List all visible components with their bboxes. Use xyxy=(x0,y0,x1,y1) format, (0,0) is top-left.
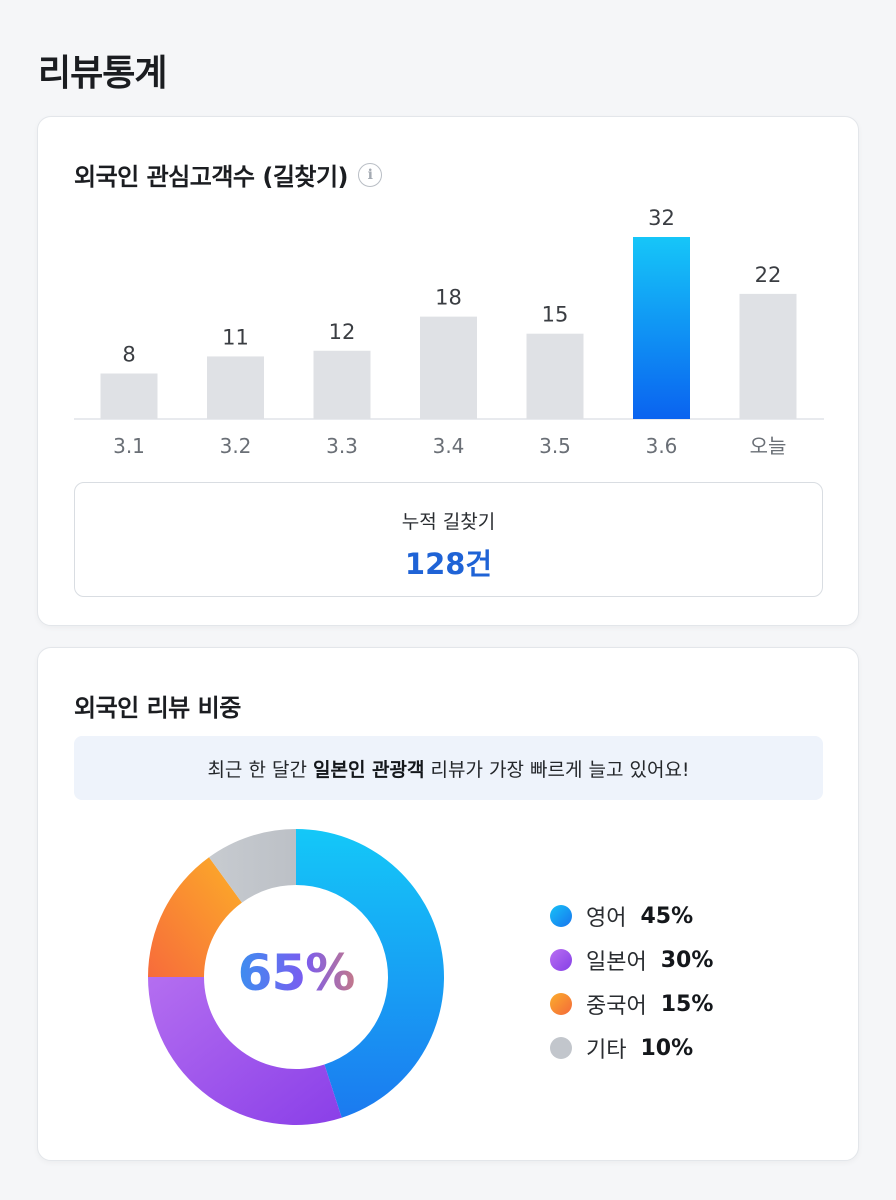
bar-value-label: 12 xyxy=(329,320,356,344)
legend-pct: 10% xyxy=(640,1035,694,1061)
bar-value-label: 32 xyxy=(648,206,675,230)
bar-3.5 xyxy=(526,333,584,419)
bar-3.4 xyxy=(420,316,477,419)
legend-pct: 45% xyxy=(640,903,694,929)
legend-name: 영어 xyxy=(586,906,627,931)
bar-value-label: 8 xyxy=(122,343,135,367)
bar-3.2 xyxy=(207,356,264,419)
legend-item-other: 기타 10% xyxy=(550,1026,713,1070)
card-title-review-share: 외국인 리뷰 비중 xyxy=(74,688,241,723)
insight-suffix: 리뷰가 가장 빠르게 늘고 있어요! xyxy=(424,758,690,781)
x-tick-label: 3.3 xyxy=(326,434,358,458)
slice-chinese xyxy=(148,857,242,977)
foreign-interest-card: 외국인 관심고객수 (길찾기) i 8 3.1 11 3.2 12 3.3 18 3.4 15 3… xyxy=(37,116,859,626)
legend-name: 중국어 xyxy=(586,994,647,1019)
page-title: 리뷰통계 xyxy=(38,53,167,94)
bar-value-label: 18 xyxy=(435,286,462,310)
foreign-review-share-card: 외국인 리뷰 비중 최근 한 달간 일본인 관광객 리뷰가 가장 빠르게 늘고 … xyxy=(37,647,859,1161)
x-tick-label: 3.6 xyxy=(646,434,678,458)
bar-chart: 8 3.1 11 3.2 12 3.3 18 3.4 15 3.5 32 3.6 22 오늘 xyxy=(74,206,824,458)
legend-item-chinese: 중국어 15% xyxy=(550,982,713,1026)
donut-legend: 영어 45% 일본어 30% 중국어 15% 기타 10% xyxy=(550,894,713,1070)
bar-3.6 xyxy=(633,237,690,419)
donut-center-label: 65% xyxy=(206,944,386,1002)
legend-dot xyxy=(550,993,572,1015)
x-tick-label: 3.2 xyxy=(220,434,252,458)
cumulative-total-box: 누적 길찾기 128건 xyxy=(74,482,823,597)
bar-value-label: 22 xyxy=(755,263,782,287)
x-tick-label: 3.1 xyxy=(113,434,145,458)
card-title-text: 외국인 리뷰 비중 xyxy=(74,694,241,722)
donut-chart xyxy=(148,829,445,1125)
legend-item-japanese: 일본어 30% xyxy=(550,938,713,982)
slice-english xyxy=(296,829,445,1118)
legend-dot xyxy=(550,949,572,971)
bar-3.3 xyxy=(313,350,371,419)
bar-value-label: 15 xyxy=(542,303,569,327)
slice-other xyxy=(209,829,296,903)
insight-banner: 최근 한 달간 일본인 관광객 리뷰가 가장 빠르게 늘고 있어요! xyxy=(74,736,823,800)
x-tick-label: 오늘 xyxy=(750,434,787,458)
legend-pct: 30% xyxy=(660,947,714,973)
slice-japanese xyxy=(148,977,342,1125)
legend-name: 일본어 xyxy=(586,950,647,975)
x-tick-label: 3.4 xyxy=(433,434,465,458)
total-value: 128건 xyxy=(404,547,493,581)
legend-pct: 15% xyxy=(660,991,714,1017)
legend-item-english: 영어 45% xyxy=(550,894,713,938)
legend-dot xyxy=(550,1037,572,1059)
bar-value-label: 11 xyxy=(222,325,249,349)
info-icon[interactable]: i xyxy=(358,162,383,187)
card-title-text: 외국인 관심고객수 (길찾기) xyxy=(74,163,349,191)
legend-name: 기타 xyxy=(586,1038,627,1063)
insight-prefix: 최근 한 달간 xyxy=(207,758,313,781)
legend-dot xyxy=(550,905,572,927)
card-title-foreign-interest: 외국인 관심고객수 (길찾기) i xyxy=(74,157,383,192)
bar-오늘 xyxy=(739,293,797,419)
bar-3.1 xyxy=(100,373,158,419)
x-tick-label: 3.5 xyxy=(539,434,571,458)
insight-highlight: 일본인 관광객 xyxy=(312,758,425,781)
total-label: 누적 길찾기 xyxy=(401,511,496,533)
